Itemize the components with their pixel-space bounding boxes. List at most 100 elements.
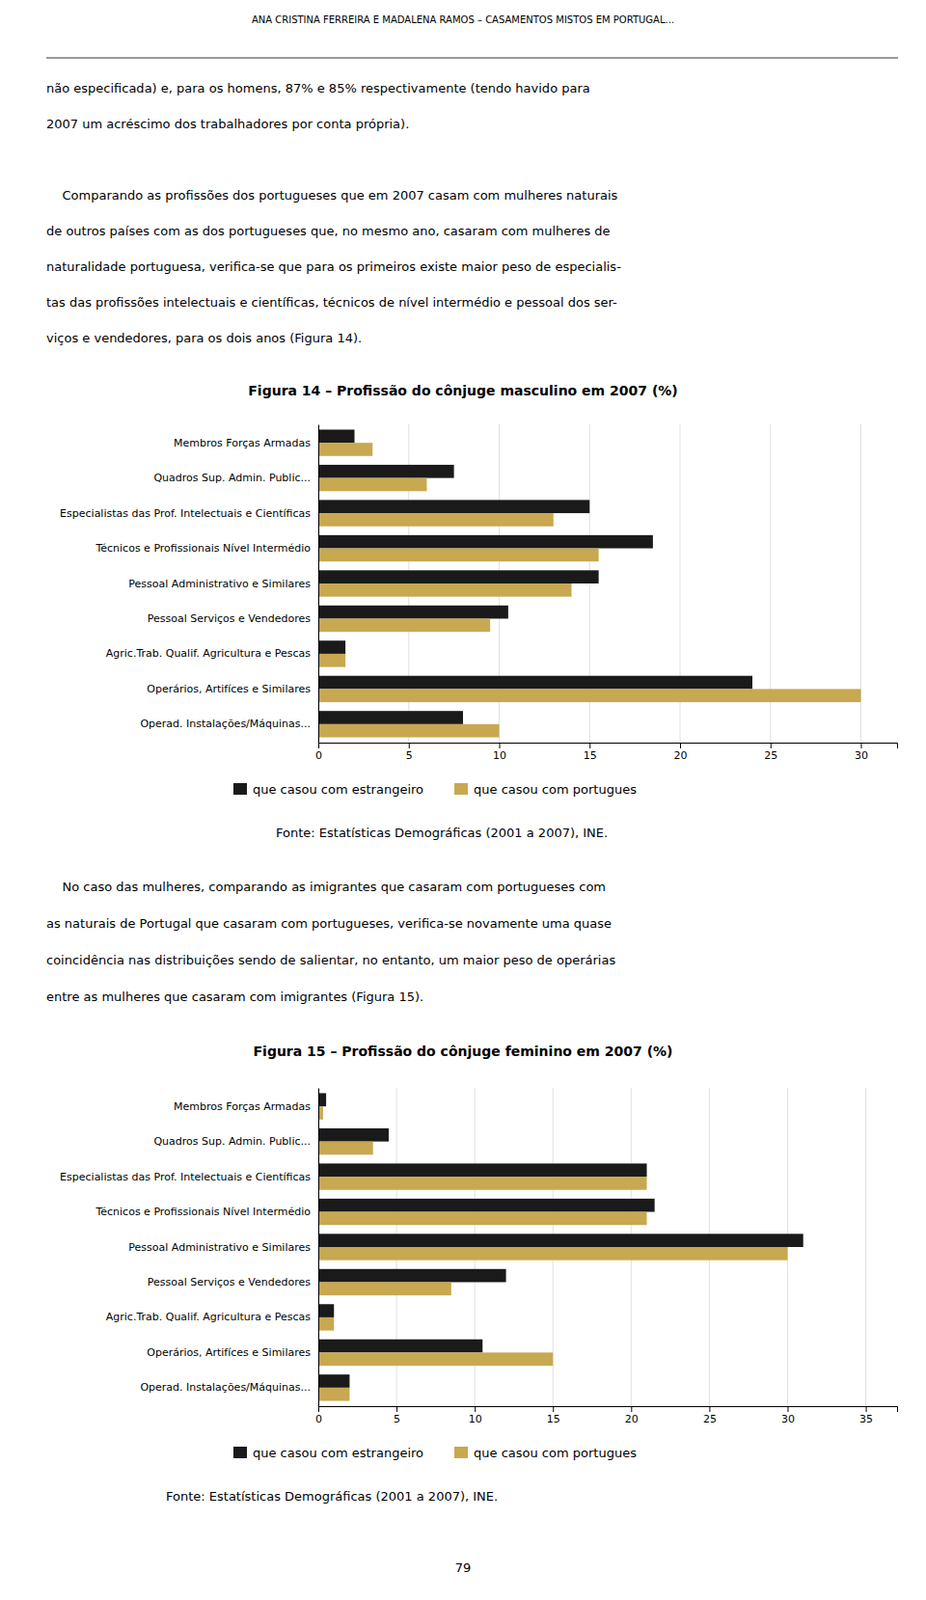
tick: Agric.Trab. Qualif. Agricultura e Pescas xyxy=(106,1310,312,1324)
bar xyxy=(318,1352,553,1366)
axis-line xyxy=(319,1407,899,1414)
bar xyxy=(318,1128,389,1143)
bar xyxy=(318,1247,788,1261)
legend-label: que casou com portugues xyxy=(473,1445,637,1461)
paragraph-line: naturalidade portuguesa, verifica-se que… xyxy=(46,259,622,274)
grid xyxy=(318,1088,867,1407)
tick: Operários, Artifíces e Similares xyxy=(146,1346,311,1360)
paragraph-line: Comparando as profissões dos portugueses… xyxy=(46,188,619,203)
source: Fonte: Estatísticas Demográficas (2001 a… xyxy=(165,1489,498,1504)
tick-label: 30 xyxy=(854,749,869,763)
chart-title: Figura 15 – Profissão do cônjuge feminin… xyxy=(253,1043,674,1060)
source: Fonte: Estatísticas Demográficas (2001 a… xyxy=(275,825,608,841)
tick-label: Operad. Instalações/Máquinas... xyxy=(139,717,311,731)
tick: 25 xyxy=(763,742,778,763)
series xyxy=(318,429,753,724)
tick-label: Quadros Sup. Admin. Public... xyxy=(153,471,311,485)
grid-line xyxy=(318,1088,320,1407)
tick-label: Membros Forças Armadas xyxy=(173,1100,311,1114)
bar xyxy=(318,583,572,598)
bar xyxy=(318,1092,327,1107)
legend: que casou com estrangeiro que casou com p… xyxy=(233,782,637,797)
tick-label: 10 xyxy=(468,1413,483,1426)
tick-mark xyxy=(861,742,863,749)
paragraph-line: entre as mulheres que casaram com imigra… xyxy=(46,989,424,1005)
x-axis: 051015202530 xyxy=(315,742,899,763)
tick-mark xyxy=(680,742,681,749)
tick: Pessoal Administrativo e Similares xyxy=(128,1241,311,1254)
tick-label: 15 xyxy=(546,1413,561,1426)
tick-label: 0 xyxy=(315,1413,323,1426)
tick-label: Quadros Sup. Admin. Public... xyxy=(153,1135,311,1148)
bar xyxy=(318,1163,648,1177)
bar xyxy=(318,1176,648,1191)
bar xyxy=(318,1317,334,1332)
tick: Pessoal Serviços e Vendedores xyxy=(147,1276,312,1289)
tick-mark xyxy=(787,1406,789,1413)
x-axis: 05101520253035 xyxy=(315,1406,899,1426)
legend-item: que casou com portugues xyxy=(454,782,637,797)
paragraph-line: No caso das mulheres, comparando as imig… xyxy=(46,879,606,895)
tick-label: Técnicos e Profissionais Nível Intermédi… xyxy=(94,542,311,555)
bar xyxy=(318,653,346,668)
tick: 30 xyxy=(854,742,869,763)
tick: Membros Forças Armadas xyxy=(173,1100,311,1114)
tick-label: 5 xyxy=(406,749,413,763)
bar xyxy=(318,605,509,620)
axis-line xyxy=(318,1089,320,1408)
tick: Membros Forças Armadas xyxy=(173,436,311,450)
tick-mark xyxy=(396,1406,398,1413)
series xyxy=(318,1106,788,1401)
plot: 051015202530Membros Forças ArmadasQuadro… xyxy=(59,424,898,763)
bar xyxy=(318,1233,804,1248)
tick: Operad. Instalações/Máquinas... xyxy=(139,1381,311,1394)
legend-label: que casou com portugues xyxy=(473,782,637,797)
bar xyxy=(318,1339,483,1354)
tick-label: 5 xyxy=(393,1413,401,1426)
tick: Especialistas das Prof. Intelectuais e C… xyxy=(59,507,311,520)
legend-swatch xyxy=(454,783,468,795)
tick-label: 0 xyxy=(315,749,323,763)
tick: 10 xyxy=(492,742,507,763)
tick: 30 xyxy=(781,1406,795,1426)
tick-mark xyxy=(589,742,591,749)
chart: Figura 14 – Profissão do cônjuge masculi… xyxy=(59,382,898,841)
bar xyxy=(318,570,600,584)
bar xyxy=(318,1198,655,1213)
tick: 20 xyxy=(625,1406,639,1426)
tick-label: Operários, Artifíces e Similares xyxy=(146,682,311,696)
bars xyxy=(318,429,862,737)
legend-label: que casou com estrangeiro xyxy=(252,782,424,797)
tick-label: 10 xyxy=(492,749,507,763)
legend-item: que casou com estrangeiro xyxy=(233,782,424,797)
grid-line xyxy=(865,1088,867,1407)
tick-mark xyxy=(552,1406,554,1413)
tick-label: 20 xyxy=(674,749,688,763)
bar xyxy=(318,1212,648,1226)
series xyxy=(318,1092,804,1388)
bar xyxy=(318,442,373,457)
tick: 25 xyxy=(703,1406,717,1426)
tick-label: Pessoal Administrativo e Similares xyxy=(128,577,311,591)
tick-mark xyxy=(630,1406,632,1413)
tick: Técnicos e Profissionais Nível Intermédi… xyxy=(94,1205,311,1219)
legend-swatch xyxy=(233,1446,247,1459)
bar xyxy=(318,499,590,514)
tick-label: 25 xyxy=(763,749,778,763)
bar xyxy=(318,688,862,703)
axis-line xyxy=(319,743,899,750)
page-number: 79 xyxy=(455,1560,472,1576)
bar xyxy=(318,640,346,654)
tick: 20 xyxy=(674,742,688,763)
tick: Pessoal Administrativo e Similares xyxy=(128,577,311,591)
tick: 10 xyxy=(468,1406,483,1426)
paragraph-line: as naturais de Portugal que casaram com … xyxy=(46,916,612,931)
page: ANA CRISTINA FERREIRA E MADALENA RAMOS –… xyxy=(0,0,926,1600)
paragraph-line: tas das profissões intelectuais e cientí… xyxy=(46,295,618,310)
plot: 05101520253035Membros Forças ArmadasQuad… xyxy=(59,1088,898,1426)
bar xyxy=(318,710,463,725)
bar xyxy=(318,1269,507,1283)
tick-label: 25 xyxy=(703,1413,717,1426)
legend-swatch xyxy=(233,783,247,795)
tick-label: Pessoal Administrativo e Similares xyxy=(128,1241,311,1254)
